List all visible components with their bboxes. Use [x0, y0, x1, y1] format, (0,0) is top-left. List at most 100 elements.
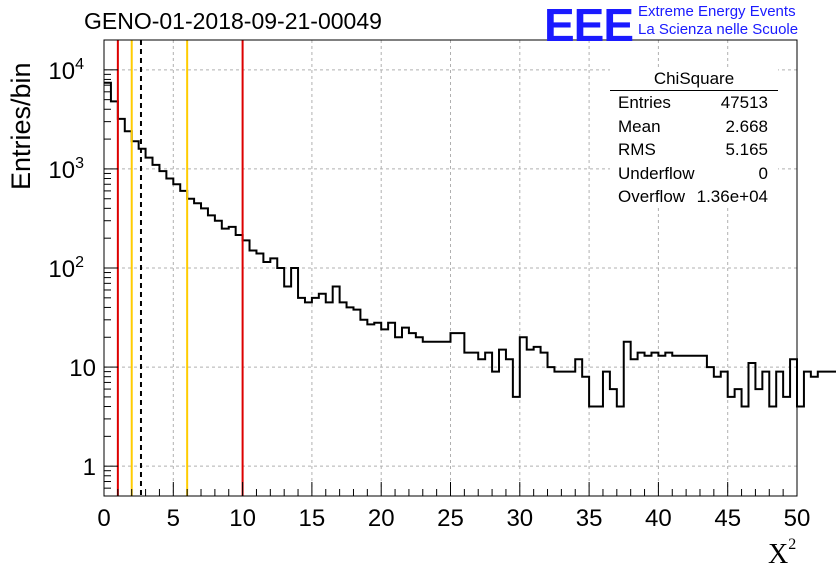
- histogram-bin: [520, 337, 527, 496]
- y-tick-label: 102: [48, 254, 84, 283]
- y-tick-label: 1: [83, 454, 96, 481]
- histogram-bin: [735, 389, 742, 496]
- histogram-bin: [804, 372, 811, 496]
- histogram-bin: [742, 407, 749, 496]
- histogram-bin: [423, 342, 430, 496]
- x-axis-label: X2: [768, 536, 796, 571]
- histogram-bin: [153, 165, 160, 496]
- histogram-bin: [755, 389, 762, 496]
- tick-layer: 0 5 10 15 20 25 30 35 40 45 50 1 10 102 103 104: [48, 39, 811, 532]
- histogram-layer: [104, 81, 836, 496]
- stats-value: 2.668: [725, 116, 768, 136]
- histogram-bin: [783, 397, 790, 496]
- histogram-bin: [312, 298, 319, 496]
- histogram-bin: [790, 359, 797, 496]
- histogram-bin: [527, 350, 534, 496]
- stats-value: 47513: [720, 93, 768, 112]
- histogram-bin: [776, 372, 783, 496]
- histogram-bin: [208, 215, 215, 496]
- histogram-bin: [437, 342, 444, 496]
- histogram-bin: [333, 287, 340, 496]
- histogram-bin: [166, 179, 173, 496]
- x-tick-label: 35: [576, 505, 603, 532]
- histogram-bin: [693, 356, 700, 496]
- histogram-bin: [818, 372, 825, 496]
- histogram-bin: [568, 372, 575, 496]
- x-tick-label: 50: [784, 505, 811, 532]
- histogram-bin: [658, 356, 665, 496]
- histogram-bin: [672, 356, 679, 496]
- y-tick-label: 10: [69, 355, 96, 382]
- histogram-bin: [762, 372, 769, 496]
- y-tick-label: 103: [48, 155, 84, 184]
- histogram-bin: [326, 302, 333, 496]
- histogram-bin: [561, 372, 568, 496]
- histogram-bin: [506, 359, 513, 496]
- stats-key: Underflow: [618, 163, 695, 183]
- x-tick-label: 45: [714, 505, 741, 532]
- histogram-bin: [603, 372, 610, 496]
- logo-caption-line1: Extreme Energy Events: [638, 3, 796, 20]
- histogram-bin: [347, 307, 354, 496]
- histogram-bin: [596, 407, 603, 496]
- histogram-bin: [388, 323, 395, 496]
- stats-row: Overflow 1.36e+04: [610, 185, 778, 209]
- histogram-bin: [645, 356, 652, 496]
- histogram-bin: [513, 397, 520, 496]
- logo-caption: Extreme Energy Events La Scienza nelle S…: [638, 3, 798, 39]
- histogram-bin: [409, 333, 416, 496]
- histogram-bin: [811, 377, 818, 496]
- histogram-bin: [825, 372, 832, 496]
- histogram-bin: [499, 350, 506, 496]
- stats-key: RMS: [618, 140, 656, 159]
- histogram-bin: [575, 359, 582, 496]
- histogram-bin: [624, 342, 631, 496]
- histogram-bin: [464, 353, 471, 496]
- histogram-bin: [367, 324, 374, 496]
- histogram-bin: [430, 342, 437, 496]
- chart-title: GENO-01-2018-09-21-00049: [84, 8, 382, 34]
- y-tick-label: 104: [48, 56, 84, 85]
- histogram-bin: [686, 356, 693, 496]
- histogram-bin: [395, 337, 402, 496]
- histogram-bin: [118, 119, 125, 496]
- histogram-bin: [478, 359, 485, 496]
- histogram-bin: [492, 372, 499, 496]
- histogram-bin: [444, 342, 451, 496]
- histogram-bin: [187, 199, 194, 496]
- histogram-bin: [319, 294, 326, 496]
- histogram-bin: [728, 397, 735, 496]
- histogram-bin: [700, 356, 707, 496]
- histogram-outline: [104, 81, 836, 408]
- histogram-bin: [104, 83, 111, 496]
- histogram-bin: [360, 320, 367, 496]
- histogram-bin: [769, 407, 776, 496]
- histogram-bin: [457, 333, 464, 496]
- histogram-bin: [250, 251, 257, 496]
- histogram-bin: [832, 372, 836, 496]
- histogram-bin: [298, 298, 305, 496]
- y-axis-label: Entries/bin: [6, 62, 36, 190]
- histogram-bin: [707, 367, 714, 496]
- histogram-bin: [534, 347, 541, 496]
- histogram-bin: [215, 221, 222, 496]
- histogram-bin: [589, 407, 596, 496]
- stats-key: Overflow: [618, 187, 686, 206]
- stats-row: RMS 5.165: [610, 138, 778, 162]
- stats-key: Entries: [618, 93, 671, 112]
- x-tick-label: 15: [299, 505, 326, 532]
- histogram-bin: [229, 227, 236, 496]
- x-axis-label-base: X: [768, 539, 789, 570]
- stats-value: 1.36e+04: [696, 187, 768, 206]
- histogram-bin: [610, 389, 617, 496]
- histogram-bin: [541, 353, 548, 496]
- stats-box: ChiSquare Entries 47513 Mean 2.668 RMS 5.16…: [610, 68, 778, 208]
- x-tick-label: 5: [167, 505, 180, 532]
- stats-key: Mean: [618, 116, 661, 136]
- histogram-bin: [159, 171, 166, 496]
- x-tick-label: 20: [368, 505, 395, 532]
- histogram-bin: [451, 333, 458, 496]
- stats-title: ChiSquare: [610, 68, 778, 91]
- stats-row: Entries 47513: [610, 91, 778, 115]
